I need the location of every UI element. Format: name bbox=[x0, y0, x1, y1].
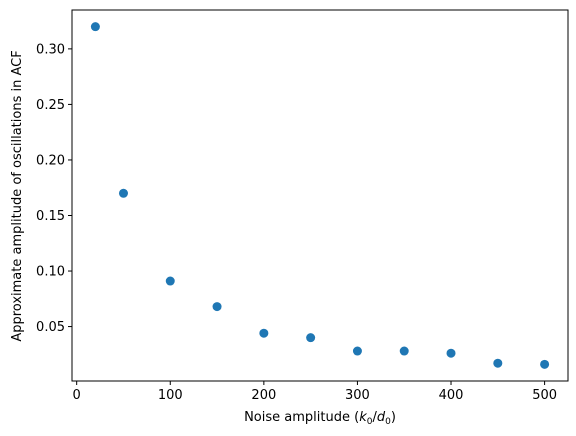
data-point bbox=[212, 302, 222, 312]
data-point bbox=[540, 359, 550, 369]
x-tick-label: 300 bbox=[345, 388, 370, 403]
x-tick-label: 0 bbox=[73, 388, 81, 403]
data-point bbox=[352, 346, 362, 356]
x-tick-label: 400 bbox=[439, 388, 464, 403]
plot-frame bbox=[71, 9, 569, 382]
data-point bbox=[399, 346, 409, 356]
y-tick-label: 0.15 bbox=[36, 209, 65, 224]
data-point bbox=[90, 22, 100, 32]
data-point bbox=[306, 333, 316, 343]
x-tick-label: 100 bbox=[158, 388, 183, 403]
y-axis-ticks: 0.05 0.10 0.15 0.20 0.25 0.30 bbox=[36, 42, 72, 335]
y-tick-label: 0.30 bbox=[36, 42, 65, 57]
data-point bbox=[118, 188, 128, 198]
y-tick-label: 0.20 bbox=[36, 153, 65, 168]
x-tick-label: 200 bbox=[251, 388, 276, 403]
x-axis-ticks: 0 100 200 300 400 500 bbox=[73, 381, 557, 403]
x-axis-label: Noise amplitude (k0/d0) bbox=[244, 410, 396, 427]
data-point bbox=[165, 276, 175, 286]
data-point bbox=[259, 328, 269, 338]
data-point bbox=[493, 358, 503, 368]
data-points bbox=[90, 22, 550, 369]
plot-area bbox=[72, 10, 568, 381]
data-point bbox=[446, 348, 456, 358]
y-axis-label: Approximate amplitude of oscillations in… bbox=[10, 50, 25, 341]
y-tick-label: 0.25 bbox=[36, 98, 65, 113]
y-tick-label: 0.05 bbox=[36, 320, 65, 335]
x-tick-label: 500 bbox=[532, 388, 557, 403]
y-tick-label: 0.10 bbox=[36, 265, 65, 280]
